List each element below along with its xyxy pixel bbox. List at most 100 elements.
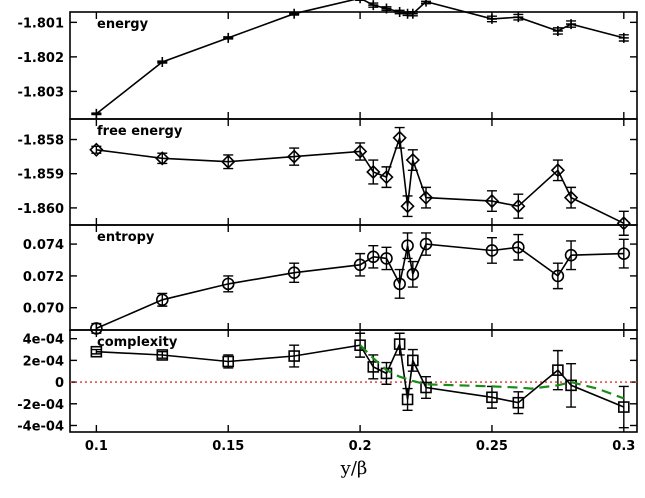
data-point <box>551 269 565 283</box>
x-tick-label: 0.2 <box>349 439 372 454</box>
data-point <box>366 250 380 264</box>
y-tick-label: 0 <box>55 376 64 391</box>
error-bar <box>381 246 392 271</box>
error-bar <box>157 351 168 359</box>
y-tick-label: 2e-04 <box>23 354 64 369</box>
data-point <box>552 364 564 376</box>
error-bar <box>289 344 300 368</box>
data-point <box>354 339 366 351</box>
error-bar <box>407 260 418 288</box>
data-point <box>368 0 379 11</box>
x-tick-label: 0.3 <box>612 439 635 454</box>
y-tick-label: -1.858 <box>17 134 64 149</box>
x-axis-label: y/β <box>340 458 368 479</box>
data-point <box>406 268 420 281</box>
panel-free-energy: -1.860 -1.859 -1.858 free energy <box>17 118 638 236</box>
data-point <box>367 361 380 373</box>
error-bar <box>513 233 524 261</box>
data-point <box>221 154 236 169</box>
panel-label: energy <box>97 17 149 32</box>
data-point <box>287 266 301 280</box>
data-point <box>91 108 102 119</box>
error-bar <box>355 252 366 277</box>
error-bar <box>566 240 577 271</box>
data-point <box>421 0 432 7</box>
data-point <box>287 149 302 164</box>
y-tick-label: -2e-04 <box>17 398 64 413</box>
data-point <box>550 163 566 178</box>
panel-label: free energy <box>97 124 183 139</box>
x-tick-label: 0.25 <box>476 439 508 454</box>
error-bar <box>513 193 524 219</box>
error-bar <box>513 391 524 415</box>
data-point <box>552 25 563 36</box>
data-point <box>393 338 406 350</box>
data-point <box>563 190 579 205</box>
data-point <box>566 19 577 30</box>
error-bar <box>402 387 413 411</box>
error-bar <box>552 349 563 391</box>
data-point <box>484 193 500 209</box>
data-point <box>392 130 407 145</box>
panel-label: entropy <box>97 230 155 245</box>
data-point <box>420 381 432 394</box>
y-tick-label: -1.802 <box>17 51 64 66</box>
data-point <box>618 401 630 413</box>
data-point <box>512 396 525 409</box>
error-bar <box>402 195 413 218</box>
data-point <box>513 12 524 23</box>
error-bar <box>566 362 577 408</box>
data-point <box>407 354 419 367</box>
data-point <box>394 7 405 17</box>
data-point <box>485 244 499 257</box>
data-point <box>381 3 392 14</box>
data-point <box>353 258 367 272</box>
y-tick-label: -1.803 <box>17 85 64 100</box>
error-bar <box>368 244 379 269</box>
error-bar <box>289 262 300 283</box>
panel-complexity: -4e-04 -2e-04 0 2e-04 4e-04 complexity <box>17 329 638 434</box>
error-bar <box>552 262 563 290</box>
data-point <box>288 350 300 362</box>
data-point <box>511 199 526 214</box>
data-point <box>155 151 170 166</box>
data-point <box>512 240 525 254</box>
y-tick-label: 0.072 <box>23 270 64 285</box>
data-point <box>380 367 393 380</box>
x-tick-label: 0.1 <box>85 439 108 454</box>
panel-label: complexity <box>97 335 178 350</box>
data-point <box>223 32 234 43</box>
data-point <box>89 142 104 157</box>
panel-energy: -1.803 -1.802 -1.801 energy <box>17 0 638 120</box>
series-line <box>96 243 624 330</box>
data-point <box>221 277 235 291</box>
y-tick-label: -1.801 <box>17 16 64 31</box>
data-point <box>400 199 415 214</box>
series-line <box>96 137 625 225</box>
error-bar <box>618 385 629 429</box>
y-tick-label: -4e-04 <box>17 419 64 434</box>
error-bar <box>368 159 379 185</box>
data-point <box>156 349 169 361</box>
error-bar <box>157 292 168 307</box>
data-point <box>618 32 629 43</box>
data-point <box>222 355 235 368</box>
error-bar <box>486 237 497 264</box>
error-bar <box>355 332 366 358</box>
data-point <box>419 237 433 251</box>
error-bar <box>91 348 102 355</box>
y-tick-label: 0.070 <box>23 302 64 317</box>
data-point <box>401 239 414 252</box>
error-bar <box>407 348 418 372</box>
y-tick-label: -1.859 <box>17 168 64 183</box>
error-bar <box>394 126 405 149</box>
data-point <box>564 248 578 262</box>
data-point <box>565 379 577 392</box>
error-bar <box>402 232 413 260</box>
data-point <box>359 0 361 4</box>
data-point <box>393 277 406 291</box>
fit-curve <box>359 344 625 400</box>
error-bar <box>381 361 392 385</box>
data-point <box>90 345 103 358</box>
